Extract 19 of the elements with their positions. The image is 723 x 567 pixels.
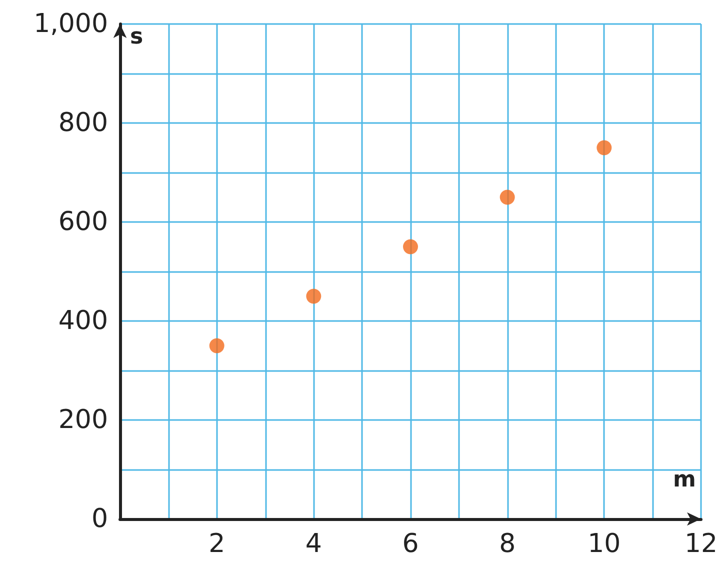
y-tick-label: 800: [58, 108, 108, 138]
y-tick-label: 400: [58, 306, 108, 336]
x-tick-label: 10: [588, 529, 621, 559]
y-axis-title: s: [130, 24, 144, 50]
x-tick-label: 2: [208, 529, 226, 559]
x-tick-label: 4: [305, 529, 322, 559]
x-tick-label: 8: [499, 529, 516, 559]
point: [306, 288, 322, 304]
point: [209, 338, 224, 354]
point: [500, 190, 515, 205]
x-tick-label: 12: [684, 529, 718, 559]
y-tick-label: 1,000: [34, 9, 108, 39]
x-axis-title: m: [673, 468, 696, 492]
x-tick-label: 6: [402, 529, 419, 559]
point: [596, 140, 612, 156]
y-tick-label: 600: [58, 207, 108, 237]
y-tick-label: 200: [58, 405, 108, 435]
point: [403, 239, 418, 254]
y-tick-label: 0: [91, 504, 108, 534]
